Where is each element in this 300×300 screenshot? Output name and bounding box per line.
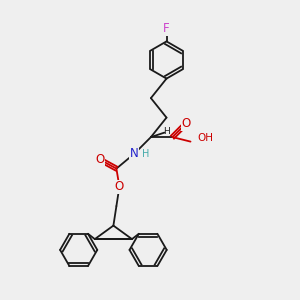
Text: OH: OH [197,133,213,143]
Text: H: H [163,127,170,136]
Text: F: F [163,22,170,35]
Text: H: H [142,149,149,159]
Text: O: O [115,180,124,193]
Text: N: N [130,147,139,160]
Text: O: O [95,153,104,166]
Text: O: O [182,117,190,130]
